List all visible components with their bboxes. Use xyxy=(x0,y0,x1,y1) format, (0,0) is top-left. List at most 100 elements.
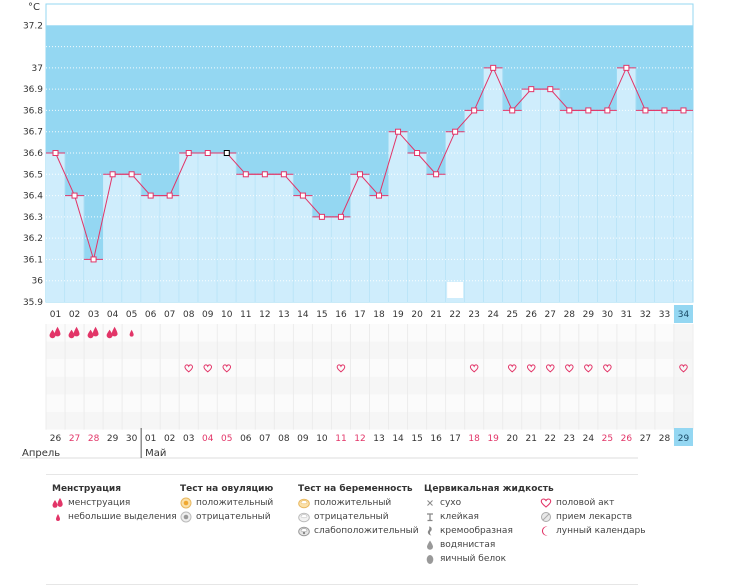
date-label: 28 xyxy=(659,434,671,444)
cycle-day-label: 30 xyxy=(602,310,614,320)
y-tick-label: 36.5 xyxy=(23,170,43,180)
temperature-point xyxy=(509,107,516,114)
temperature-point xyxy=(395,128,402,135)
watery-drop-icon xyxy=(427,540,433,550)
cycle-day-label: 21 xyxy=(430,310,441,320)
legend-item-ovulation-positive: положительный xyxy=(180,496,273,510)
date-label: 08 xyxy=(278,434,290,444)
temperature-point xyxy=(128,171,135,178)
drop-icon xyxy=(87,329,94,339)
date-label: 13 xyxy=(373,434,384,444)
heart-outline-icon xyxy=(603,364,612,373)
ovulation-positive-icon xyxy=(180,497,192,509)
date-label: 29 xyxy=(678,434,690,444)
temperature-bar xyxy=(407,153,427,302)
temperature-bar xyxy=(521,89,541,303)
cycle-day-label: 20 xyxy=(411,310,423,320)
temperature-bar xyxy=(445,131,465,302)
date-label: 29 xyxy=(107,434,119,444)
temperature-bar xyxy=(46,153,66,302)
temperature-point xyxy=(356,171,363,178)
temperature-bar xyxy=(179,153,199,302)
cycle-day-label: 17 xyxy=(354,310,365,320)
pill-icon xyxy=(541,512,551,522)
sticky-icon xyxy=(427,513,433,522)
current-day-column xyxy=(673,324,693,430)
legend-bottom-divider xyxy=(46,584,638,585)
heart-outline-icon xyxy=(507,364,517,373)
legend-label: отрицательный xyxy=(314,512,389,522)
temperature-point xyxy=(642,107,649,114)
date-label: 06 xyxy=(240,434,252,444)
temperature-point xyxy=(280,171,287,178)
temperature-point xyxy=(204,150,211,156)
temperature-bar xyxy=(578,110,598,302)
legend-label: водянистая xyxy=(440,540,496,550)
temperature-bar xyxy=(654,110,674,302)
heart-outline-icon xyxy=(336,364,346,373)
y-tick-label: 36.8 xyxy=(23,106,43,116)
cycle-day-label: 19 xyxy=(392,310,404,320)
date-label: 04 xyxy=(202,434,214,444)
y-tick-label: 37 xyxy=(32,64,43,74)
legend-label: лунный календарь xyxy=(556,526,646,536)
temperature-bar xyxy=(502,110,522,302)
temperature-bar xyxy=(255,174,275,302)
crescent-moon-icon xyxy=(541,526,548,536)
drop-icon xyxy=(92,326,99,337)
cycle-day-label: 26 xyxy=(526,310,538,320)
date-label: 14 xyxy=(392,434,404,444)
legend-ovulation-test: Тест на овуляцию положительный отрицател… xyxy=(180,482,273,524)
current-day-cell xyxy=(673,305,693,323)
y-tick-label: 36 xyxy=(32,277,44,287)
y-tick-label: 36.7 xyxy=(23,128,43,138)
cycle-day-label: 12 xyxy=(259,310,270,320)
month-label: Апрель xyxy=(22,448,60,459)
date-label: 24 xyxy=(583,434,595,444)
legend-label: небольшие выделения xyxy=(68,512,177,522)
legend-item-ovulation-negative: отрицательный xyxy=(180,510,273,524)
date-label: 05 xyxy=(221,434,232,444)
heart-outline-icon xyxy=(203,364,213,373)
date-label: 30 xyxy=(126,434,138,444)
date-label: 27 xyxy=(69,434,80,444)
legend-label: менструация xyxy=(68,498,131,508)
temperature-point xyxy=(52,150,59,156)
drop-icon xyxy=(56,514,60,521)
legend-label: слабоположительный xyxy=(314,526,419,536)
temperature-bar xyxy=(141,195,161,302)
cycle-day-label: 03 xyxy=(88,310,99,320)
legend-item-pregnancy-positive: положительный xyxy=(298,496,419,510)
temperature-point xyxy=(299,192,306,199)
temperature-point xyxy=(242,171,249,178)
legend-item-menstruation: менструация xyxy=(52,496,177,510)
legend-item-dry: сухо xyxy=(424,496,554,510)
legend-label: отрицательный xyxy=(196,512,271,522)
creamy-icon xyxy=(427,526,432,536)
legend-cervical-fluid: Цервикальная жидкость сухо клейкая кремо… xyxy=(424,482,554,566)
legend-item-egg-white: яичный белок xyxy=(424,552,554,566)
temperature-point xyxy=(147,192,154,199)
date-label: 19 xyxy=(487,434,499,444)
temperature-bar xyxy=(559,110,579,302)
date-label: 12 xyxy=(354,434,365,444)
date-label: 17 xyxy=(449,434,460,444)
date-label: 07 xyxy=(259,434,270,444)
cycle-day-label: 16 xyxy=(335,310,347,320)
cycle-day-label: 24 xyxy=(487,310,499,320)
cycle-day-label: 08 xyxy=(183,310,195,320)
temperature-point xyxy=(566,107,573,114)
temperature-bar xyxy=(616,67,636,302)
legend-item-creamy: кремообразная xyxy=(424,524,554,538)
drop-pair-icon xyxy=(52,498,63,508)
legend-item-spotting: небольшие выделения xyxy=(52,510,177,524)
cycle-day-label: 14 xyxy=(297,310,309,320)
cycle-day-label: 25 xyxy=(506,310,517,320)
legend-other: половой акт прием лекарств лунный календ… xyxy=(540,496,646,538)
temperature-point xyxy=(414,150,421,156)
temperature-bar xyxy=(464,110,484,302)
date-label: 18 xyxy=(468,434,480,444)
pregnancy-positive-icon xyxy=(298,498,310,509)
date-label: 20 xyxy=(506,434,518,444)
legend-item-sticky: клейкая xyxy=(424,510,554,524)
